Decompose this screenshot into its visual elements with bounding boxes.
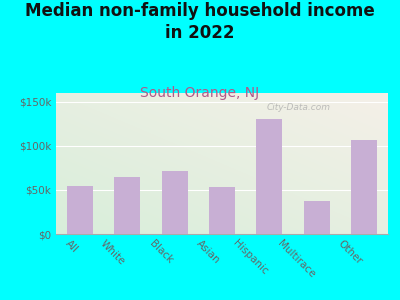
Bar	[304, 201, 330, 234]
Text: South Orange, NJ: South Orange, NJ	[140, 85, 260, 100]
Bar	[256, 119, 282, 234]
Bar	[67, 185, 93, 234]
Bar	[209, 187, 235, 234]
Text: City-Data.com: City-Data.com	[266, 103, 330, 112]
Text: Median non-family household income
in 2022: Median non-family household income in 20…	[25, 2, 375, 42]
Bar	[351, 140, 377, 234]
Bar	[162, 170, 188, 234]
Bar	[114, 177, 140, 234]
